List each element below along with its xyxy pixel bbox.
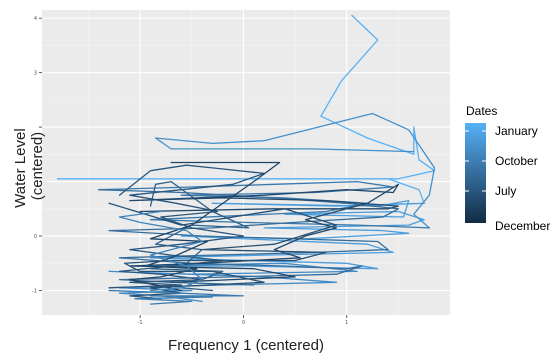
series-path-13	[118, 210, 203, 292]
series-path-3	[108, 262, 358, 303]
y-tick-label: 4	[34, 16, 37, 22]
series-path-9	[129, 161, 281, 292]
legend-label-january: January	[495, 124, 538, 138]
series-paths	[56, 14, 436, 305]
x-tick-label: 0	[242, 320, 245, 326]
y-tick-label: 3	[34, 71, 37, 77]
grid-lines	[42, 10, 451, 315]
x-tick-label: -1	[138, 320, 143, 326]
series-path-8	[149, 180, 250, 292]
series-path-1	[56, 14, 436, 204]
y-tick-label: 0	[34, 234, 37, 240]
color-legend: Dates January October July December	[465, 104, 550, 233]
legend-label-july: July	[495, 184, 516, 198]
legend-title: Dates	[466, 104, 497, 118]
legend-colorbar	[465, 123, 486, 223]
legend-label-december: December	[495, 219, 550, 233]
y-axis-ticks: -1 0 3 4	[32, 16, 42, 294]
y-axis-title-line-1: Water Level	[12, 128, 29, 207]
y-axis-title-line-2: (centered)	[29, 132, 46, 200]
legend-tick-marks	[465, 130, 486, 192]
series-path-6	[98, 189, 400, 286]
y-tick-label: -1	[32, 288, 37, 294]
series-path-4	[154, 112, 436, 229]
series-path-12	[108, 289, 245, 305]
legend-label-october: October	[495, 154, 538, 168]
y-axis-title: Water Level (centered)	[12, 124, 46, 208]
x-tick-label: 1	[345, 320, 348, 326]
x-axis-ticks: -1 0 1	[138, 315, 348, 326]
series-path-10	[129, 183, 400, 283]
series-path-11	[108, 202, 338, 300]
x-axis-title: Frequency 1 (centered)	[168, 337, 324, 354]
